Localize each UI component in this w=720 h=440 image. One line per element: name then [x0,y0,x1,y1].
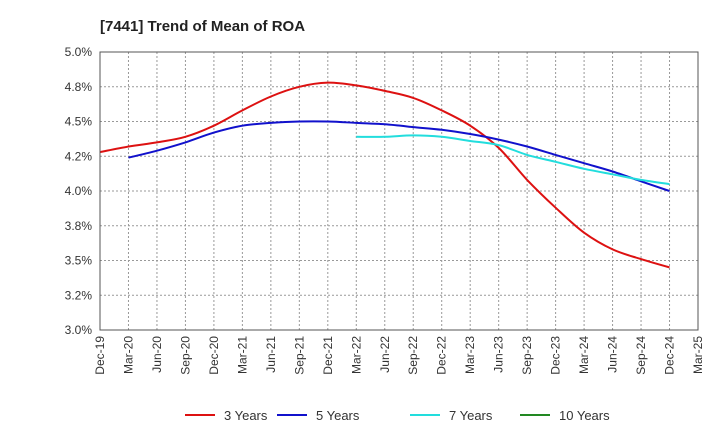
legend-label-10-years: 10 Years [559,408,610,423]
x-tick-label: Dec-23 [549,336,563,375]
y-tick-label: 4.0% [65,184,93,198]
x-tick-label: Mar-23 [463,336,477,374]
y-tick-label: 3.5% [65,254,93,268]
series-line-5-years [128,120,670,192]
y-axis-ticks: 3.0% 3.2% 3.5% 3.8% 4.0% 4.2% 4.5% 4.8% 5.0% [65,45,93,337]
y-tick-label: 3.2% [65,288,93,302]
x-tick-label: Sep-22 [406,336,420,375]
x-tick-label: Dec-24 [663,336,677,375]
legend: 3 Years 5 Years 7 Years 10 Years [185,408,610,423]
x-tick-label: Mar-24 [577,336,591,374]
x-tick-label: Sep-23 [520,336,534,375]
plot-frame [99,51,699,331]
x-tick-label: Jun-20 [150,336,164,373]
x-tick-label: Sep-21 [292,336,306,375]
x-tick-label: Dec-22 [435,336,449,375]
y-tick-label: 4.8% [65,80,93,94]
x-tick-label: Jun-24 [606,336,620,373]
x-tick-label: Jun-23 [492,336,506,373]
series-line-3-years [99,81,670,269]
x-tick-label: Jun-22 [378,336,392,373]
x-tick-label: Mar-20 [121,336,135,374]
x-tick-label: Sep-24 [634,336,648,375]
series-line-7-years [356,134,670,186]
x-tick-label: Jun-21 [264,336,278,373]
series-lines [99,81,670,269]
y-tick-label: 3.0% [65,323,93,337]
x-axis-ticks: Dec-19 Mar-20 Jun-20 Sep-20 Dec-20 Mar-21 Jun-… [93,336,705,375]
y-tick-label: 4.5% [65,115,93,129]
x-tick-label: Sep-20 [178,336,192,375]
x-tick-label: Dec-21 [321,336,335,375]
x-tick-label: Mar-22 [349,336,363,374]
legend-label-7-years: 7 Years [449,408,493,423]
y-tick-label: 4.2% [65,149,93,163]
plot-area [100,52,698,330]
chart-title: [7441] Trend of Mean of ROA [100,18,305,35]
x-tick-label: Dec-20 [207,336,221,375]
x-tick-label: Mar-21 [235,336,249,374]
y-tick-label: 5.0% [65,45,93,59]
legend-label-3-years: 3 Years [224,408,268,423]
x-tick-label: Mar-25 [691,336,705,374]
y-tick-label: 3.8% [65,219,93,233]
x-tick-label: Dec-19 [93,336,107,375]
legend-label-5-years: 5 Years [316,408,360,423]
